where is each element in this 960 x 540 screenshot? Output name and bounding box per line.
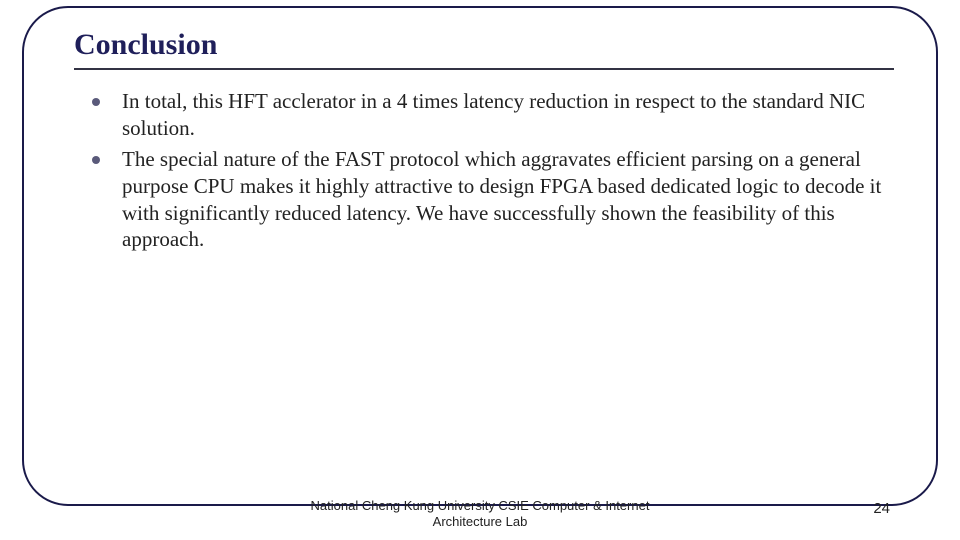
bullet-text: The special nature of the FAST protocol … <box>122 146 894 254</box>
title-underline <box>74 68 894 70</box>
slide-footer: National Cheng Kung University CSIE Comp… <box>0 498 960 532</box>
footer-org: National Cheng Kung University CSIE Comp… <box>275 498 685 531</box>
bullet-icon <box>92 98 100 106</box>
bullet-text: In total, this HFT acclerator in a 4 tim… <box>122 88 894 142</box>
page-number: 24 <box>873 500 890 517</box>
list-item: In total, this HFT acclerator in a 4 tim… <box>92 88 894 142</box>
bullet-icon <box>92 156 100 164</box>
bullet-list: In total, this HFT acclerator in a 4 tim… <box>74 88 894 253</box>
slide-content: Conclusion In total, this HFT acclerator… <box>74 28 894 257</box>
list-item: The special nature of the FAST protocol … <box>92 146 894 254</box>
slide-title: Conclusion <box>74 28 894 62</box>
